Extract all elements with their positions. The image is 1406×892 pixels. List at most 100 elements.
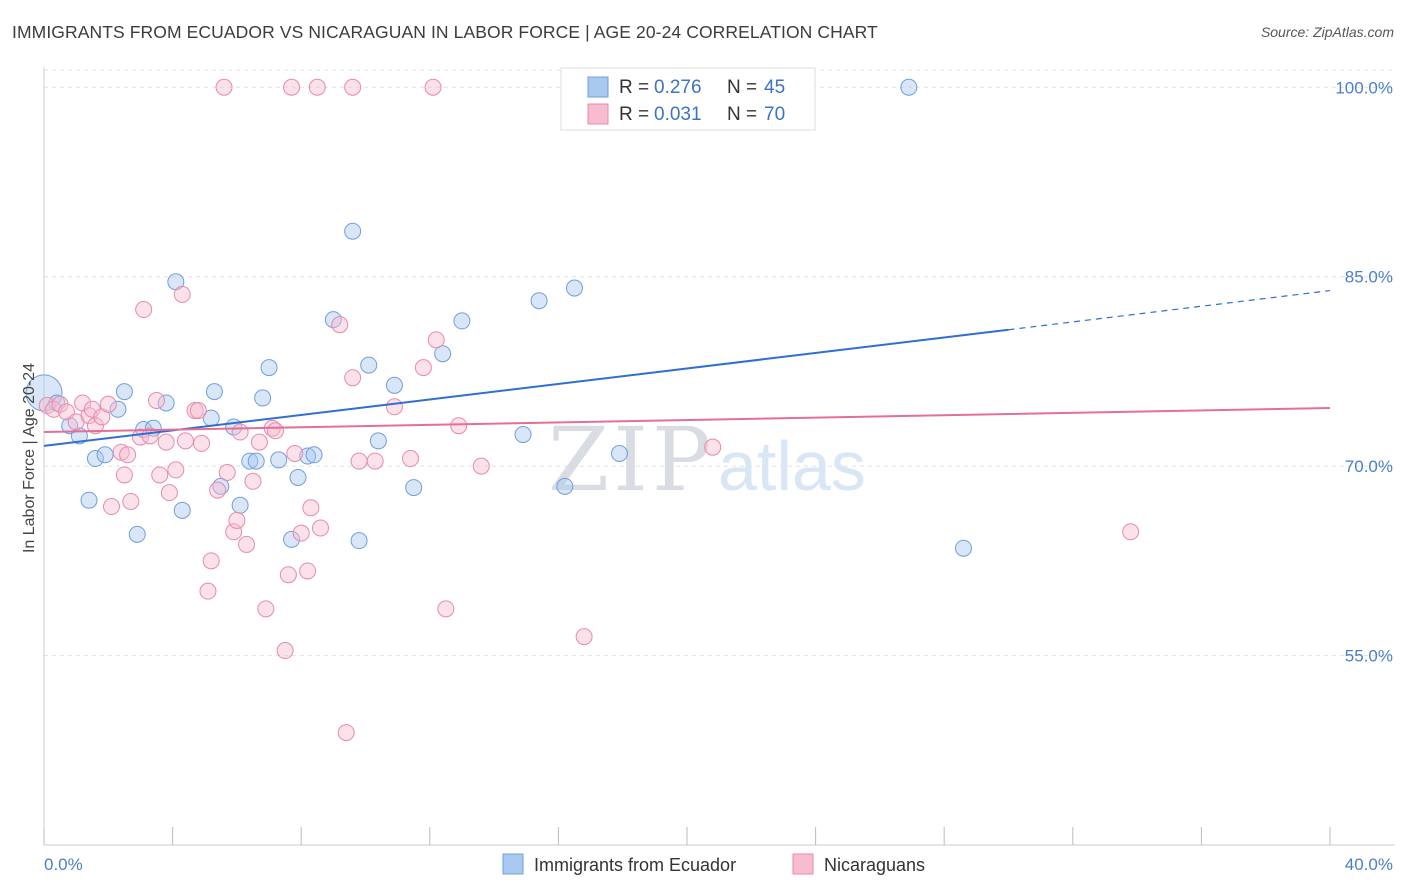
nicaraguan-point xyxy=(279,566,297,584)
nicaraguan-point xyxy=(704,438,722,456)
nicaraguan-point xyxy=(148,391,166,409)
ecuador-point xyxy=(900,78,918,96)
y-tick-label: 70.0% xyxy=(1345,457,1393,476)
nicaraguan-point xyxy=(215,78,233,96)
legend-swatch-nicaraguans xyxy=(587,103,609,125)
bottom-legend-swatch-nicaraguans xyxy=(792,853,814,875)
x-tick-label: 0.0% xyxy=(44,855,83,874)
nicaraguan-point xyxy=(225,523,243,541)
nicaraguan-point xyxy=(167,461,185,479)
bottom-legend-label-nicaraguans: Nicaraguans xyxy=(824,855,925,875)
nicaraguan-point xyxy=(292,524,310,542)
trend-lines xyxy=(43,289,1331,447)
legend-r-label-nicaraguans: R = xyxy=(619,104,649,125)
nicaraguan-point xyxy=(238,535,256,553)
nicaraguan-point xyxy=(402,450,420,468)
nicaraguan-point xyxy=(135,301,153,319)
ecuador-point xyxy=(283,530,301,548)
y-axis-label: In Labor Force | Age 20-24 xyxy=(21,363,38,553)
ecuador-point xyxy=(565,279,583,297)
nicaraguan-point xyxy=(385,398,403,416)
ecuador-point xyxy=(173,501,191,519)
ecuador-point xyxy=(434,345,452,363)
nicaraguan-point xyxy=(157,433,175,451)
nicaraguan-point xyxy=(286,445,304,462)
legend-r-label-ecuador: R = xyxy=(619,77,649,98)
ecuador-point xyxy=(80,491,98,509)
chart-title: IMMIGRANTS FROM ECUADOR VS NICARAGUAN IN… xyxy=(12,22,878,42)
nicaraguan-point xyxy=(115,466,133,484)
ecuador-point xyxy=(610,445,628,462)
nicaraguan-point xyxy=(189,402,207,420)
ecuador-point xyxy=(254,389,272,407)
nicaraguan-point xyxy=(199,582,217,600)
ecuador-point xyxy=(344,222,362,240)
nicaraguan-point xyxy=(299,562,317,580)
ecuador-point xyxy=(241,452,259,470)
grid-lines xyxy=(44,69,1395,657)
nicaraguan-point xyxy=(1122,523,1140,541)
nicaraguan-point xyxy=(99,395,117,413)
nicaraguan-point xyxy=(193,434,211,452)
nicaraguan-point xyxy=(337,724,355,742)
axes xyxy=(43,67,1395,846)
ecuador-point xyxy=(205,383,223,401)
ecuador-point xyxy=(128,525,146,543)
nicaraguan-point xyxy=(119,446,137,464)
series-legend: Immigrants from Ecuador Nicaraguans xyxy=(502,853,925,875)
nicaraguan-point xyxy=(160,484,178,502)
legend-n-label-ecuador: N = xyxy=(727,77,757,98)
ecuador-point xyxy=(514,426,532,444)
ecuador-point xyxy=(231,496,249,514)
nicaraguan-point xyxy=(414,359,432,377)
nicaraguan-point xyxy=(344,78,362,96)
nicaraguan-point xyxy=(173,285,191,303)
ecuador-point xyxy=(530,292,548,310)
ecuador-point xyxy=(109,400,127,418)
nicaraguan-point xyxy=(575,628,593,646)
watermark: ZIP atlas xyxy=(548,408,866,511)
nicaraguan-point xyxy=(427,331,445,349)
source-label: Source: ZipAtlas.com xyxy=(1260,24,1394,40)
ecuador-point xyxy=(260,359,278,377)
x-tick-label: 40.0% xyxy=(1345,855,1393,874)
ecuador-point xyxy=(453,312,471,330)
ecuador-point xyxy=(25,374,63,412)
nicaraguan-point xyxy=(311,519,329,537)
nicaraguan-point xyxy=(424,78,442,96)
nicaraguan-point xyxy=(276,642,294,660)
ecuador-trend-line xyxy=(43,328,1009,447)
ecuador-point xyxy=(289,468,307,486)
stats-legend: R = 0.276 N = 45 R = 0.031 N = 70 xyxy=(560,67,816,131)
nicaraguan-point xyxy=(250,433,268,451)
y-tick-label: 85.0% xyxy=(1345,268,1393,287)
nicaraguan-point xyxy=(218,463,236,481)
nicaraguan-point xyxy=(344,369,362,387)
watermark-atlas: atlas xyxy=(718,427,866,505)
nicaraguan-point xyxy=(228,511,246,529)
nicaraguan-point xyxy=(266,422,284,440)
ecuador-point xyxy=(360,356,378,374)
nicaraguan-point xyxy=(202,552,220,570)
legend-n-value-nicaraguans: 70 xyxy=(764,104,785,125)
watermark-zip: ZIP xyxy=(548,408,715,511)
ecuador-point xyxy=(247,452,265,470)
legend-swatch-ecuador xyxy=(587,76,609,98)
legend-r-value-ecuador: 0.276 xyxy=(654,77,702,98)
x-tick-labels: 0.0% 40.0% xyxy=(44,855,1393,874)
nicaraguan-point xyxy=(302,499,320,517)
ecuador-point xyxy=(405,479,423,497)
ecuador-point xyxy=(556,477,574,495)
ecuador-point xyxy=(96,446,114,464)
legend-r-value-nicaraguans: 0.031 xyxy=(654,104,702,125)
nicaraguan-point xyxy=(257,600,275,618)
nicaraguan-point xyxy=(122,492,140,510)
ecuador-point xyxy=(270,451,288,469)
ecuador-trend-extension xyxy=(1008,289,1331,331)
ecuador-point xyxy=(369,432,387,450)
ecuador-point xyxy=(86,450,104,468)
nicaraguan-point xyxy=(231,423,249,441)
nicaraguan-point xyxy=(283,78,301,96)
ecuador-point xyxy=(385,376,403,394)
